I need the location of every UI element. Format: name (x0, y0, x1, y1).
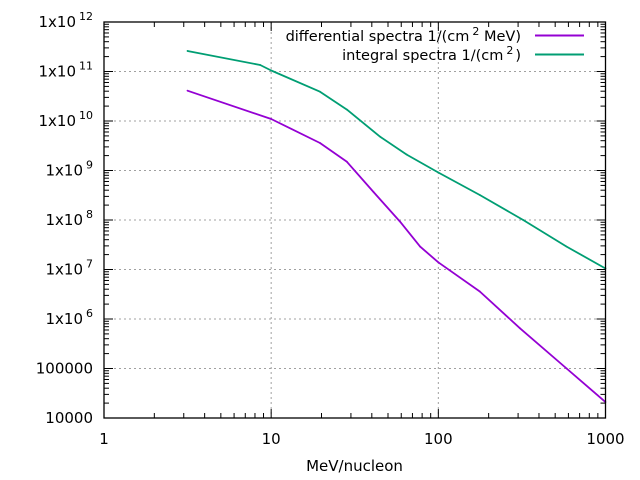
legend-label: integral spectra 1/(cm 2) (342, 44, 521, 64)
data-point (478, 194, 481, 196)
data-point (259, 64, 262, 66)
y-tick-label: 1x10 7 (45, 258, 93, 279)
x-tick-label: 1 (99, 430, 109, 448)
legend-label-sup: 2 (506, 44, 513, 57)
x-axis-label: MeV/nucleon (306, 457, 403, 475)
x-tick-label: 100 (424, 430, 453, 448)
plot-frame (103, 21, 607, 419)
x-tick-labels: 1 10 100 1000 (99, 430, 624, 448)
legend-label-prefix: integral spectra 1/(cm (342, 48, 503, 64)
y-tick-label-base: 1x10 (38, 13, 76, 31)
y-tick-label-base: 10000 (45, 409, 93, 427)
data-point (437, 261, 440, 264)
legend-entry-differential: differential spectra 1/(cm 2 MeV) (286, 25, 584, 45)
y-tick-label: 1x10 11 (38, 60, 93, 81)
y-tick-label-exponent: 11 (79, 60, 93, 73)
data-point (186, 50, 189, 52)
y-tick-label-base: 100000 (36, 360, 93, 378)
grid-lines (104, 22, 606, 418)
legend: differential spectra 1/(cm 2 MeV) integra… (286, 25, 584, 64)
y-tick-label-exponent: 7 (86, 258, 93, 271)
legend-label: differential spectra 1/(cm 2 MeV) (286, 25, 521, 45)
legend-label-prefix: differential spectra 1/(cm (286, 29, 470, 45)
y-tick-label-exponent: 10 (79, 109, 93, 122)
data-point (372, 190, 375, 193)
legend-label-suffix: ) (515, 48, 521, 64)
data-point (437, 171, 440, 174)
data-point (186, 89, 189, 92)
y-tick-label: 1x10 10 (38, 109, 93, 130)
x-tick-label: 1000 (586, 430, 624, 448)
series-lines (186, 50, 607, 403)
data-point (319, 90, 321, 93)
y-tick-label-exponent: 6 (86, 307, 93, 320)
y-tick-label-exponent: 12 (79, 10, 93, 23)
y-tick-label-base: 1x10 (45, 162, 83, 180)
data-point (405, 153, 408, 156)
y-tick-label-exponent: 8 (86, 208, 93, 221)
data-point (478, 290, 481, 293)
y-tick-label: 1x10 9 (45, 159, 93, 180)
y-tick-label: 100000 (36, 360, 93, 378)
y-tick-label: 1x10 12 (38, 10, 93, 31)
data-point (399, 220, 401, 223)
data-point (565, 245, 568, 248)
legend-label-sup: 2 (472, 25, 479, 38)
y-tick-label-exponent: 9 (86, 159, 93, 172)
y-tick-label: 1x10 6 (45, 307, 93, 328)
data-point (270, 118, 273, 120)
series-line-differential (187, 89, 607, 403)
series-line-integral (187, 50, 606, 270)
y-tick-label-base: 1x10 (45, 211, 83, 229)
y-tick-label-base: 1x10 (38, 112, 76, 130)
x-tick-label: 10 (262, 430, 281, 448)
y-tick-label-base: 1x10 (45, 310, 83, 328)
y-tick-label-base: 1x10 (38, 63, 76, 81)
data-point (519, 327, 521, 330)
data-point (270, 69, 273, 72)
data-point (346, 160, 348, 163)
y-tick-label-base: 1x10 (45, 261, 83, 279)
data-point (522, 219, 525, 221)
y-tick-label: 1x10 8 (45, 208, 93, 229)
legend-entry-integral: integral spectra 1/(cm 2) (342, 44, 584, 64)
axis-ticks (103, 21, 606, 419)
y-tick-label: 10000 (45, 409, 93, 427)
data-point (565, 367, 568, 370)
data-point (379, 135, 382, 138)
legend-label-suffix: MeV) (479, 29, 521, 45)
data-point (419, 245, 422, 248)
data-point (319, 142, 321, 144)
data-point (346, 108, 348, 111)
